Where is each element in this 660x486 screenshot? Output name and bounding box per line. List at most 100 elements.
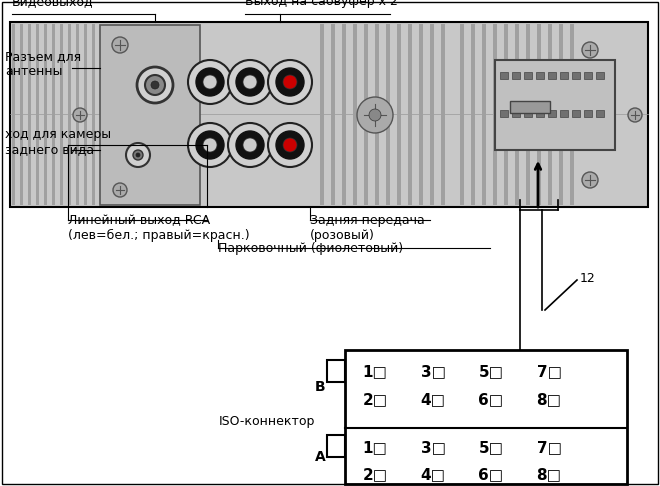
Bar [572,110,580,117]
Text: Видеовыход: Видеовыход [12,0,94,8]
Bar [560,110,568,117]
Circle shape [188,60,232,104]
Bar [84,24,87,205]
Bar [20,24,23,205]
Bar [548,72,556,79]
Bar [482,24,486,205]
Circle shape [188,123,232,167]
Text: 5□: 5□ [478,440,504,455]
Text: 3□: 3□ [420,440,446,455]
Circle shape [137,67,173,103]
Circle shape [73,108,87,122]
Text: 12: 12 [580,272,596,284]
Bar [345,350,627,484]
Text: 1□: 1□ [362,364,387,380]
Text: Задняя передача
(розовый): Задняя передача (розовый) [310,214,425,242]
Circle shape [243,138,257,152]
Text: 4□: 4□ [420,393,446,407]
Text: Разъем для
антенны: Разъем для антенны [5,50,81,78]
Circle shape [276,131,304,159]
Text: 2□: 2□ [362,393,387,407]
Circle shape [126,143,150,167]
Bar [460,24,464,205]
Bar [327,360,345,382]
Circle shape [228,123,272,167]
Circle shape [268,60,312,104]
Bar [76,24,79,205]
Bar [408,24,412,205]
Circle shape [236,68,264,96]
Bar [12,24,15,205]
Bar [536,110,544,117]
Bar [596,110,604,117]
Circle shape [145,75,165,95]
Circle shape [276,68,304,96]
Bar [526,24,530,205]
Circle shape [582,42,598,58]
Circle shape [236,131,264,159]
Bar [512,110,520,117]
Circle shape [228,60,272,104]
Circle shape [268,123,312,167]
Circle shape [283,75,297,89]
Bar [100,25,200,205]
Text: Линейный выход RCA
(лев=бел.; правый=красн.): Линейный выход RCA (лев=бел.; правый=кра… [68,214,249,242]
Text: Парковочный (фиолетовый): Парковочный (фиолетовый) [218,242,403,255]
Bar [560,72,568,79]
Bar [471,24,475,205]
Bar [342,24,346,205]
Circle shape [628,108,642,122]
Circle shape [582,172,598,188]
Text: 1□: 1□ [362,440,387,455]
Bar [512,72,520,79]
Bar [44,24,47,205]
Bar [397,24,401,205]
Bar [537,24,541,205]
Bar [570,24,574,205]
Bar [353,24,357,205]
Bar [68,24,71,205]
Circle shape [203,138,217,152]
Text: 5□: 5□ [478,364,504,380]
Bar [60,24,63,205]
Bar [92,24,95,205]
Bar [28,24,31,205]
Bar [559,24,563,205]
Text: 7□: 7□ [537,364,562,380]
Bar [10,22,648,207]
Text: 8□: 8□ [537,393,562,407]
Bar [584,110,592,117]
Circle shape [243,75,257,89]
Text: ход для камеры
заднего вида: ход для камеры заднего вида [5,128,111,156]
Text: 7□: 7□ [537,440,562,455]
Circle shape [196,68,224,96]
Text: A: A [315,450,325,464]
Bar [524,72,532,79]
Text: 6□: 6□ [478,468,504,483]
Text: 8□: 8□ [537,468,562,483]
Bar [548,110,556,117]
Circle shape [357,97,393,133]
Bar [510,101,550,113]
Text: 4□: 4□ [420,468,446,483]
Bar [500,110,508,117]
Bar [548,24,552,205]
Bar [524,110,532,117]
Bar [419,24,423,205]
Bar [52,24,55,205]
Bar [584,72,592,79]
Circle shape [151,81,159,89]
Bar [430,24,434,205]
Bar [596,72,604,79]
Circle shape [133,150,143,160]
Circle shape [196,131,224,159]
Bar [375,24,379,205]
Text: 6□: 6□ [478,393,504,407]
Text: 2□: 2□ [362,468,387,483]
Text: B: B [315,380,325,394]
Bar [500,72,508,79]
Text: Выход на сабвуфер х 2: Выход на сабвуфер х 2 [245,0,398,8]
Circle shape [112,37,128,53]
Text: 3□: 3□ [420,364,446,380]
Bar [495,60,615,150]
